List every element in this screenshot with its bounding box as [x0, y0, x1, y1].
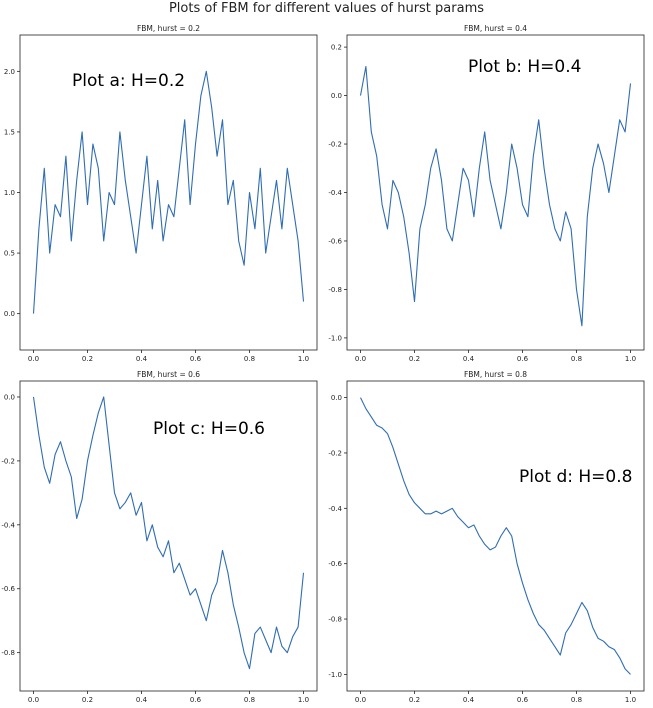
axes-frame	[346, 34, 645, 351]
x-tick-label: 0.0	[355, 696, 366, 704]
x-tick-label: 0.0	[355, 355, 366, 363]
series-line	[360, 397, 631, 675]
x-tick-label: 0.0	[28, 696, 39, 704]
axes-frame	[19, 380, 318, 692]
subplot-2: FBM, hurst = 0.4 0.0 0.2 0.4 0.6 0.8 1.0 -1.0 -0…	[328, 24, 645, 363]
figure-title: Plots of FBM for different values of hur…	[168, 1, 485, 16]
x-tick-label: 0.6	[190, 355, 202, 363]
x-tick-label: 0.8	[244, 696, 255, 704]
subplot-4: FBM, hurst = 0.8 0.0 0.2 0.4 0.6 0.8 1.0 -1.0 -0…	[328, 370, 645, 704]
x-tick-label: 0.8	[244, 355, 255, 363]
x-tick-label: 1.0	[298, 355, 309, 363]
x-tick-label: 0.6	[517, 355, 529, 363]
series-line	[32, 396, 305, 670]
y-tick-label: -0.4	[328, 505, 342, 513]
y-tick-label: -0.2	[1, 457, 15, 465]
x-tick-label: 0.4	[136, 696, 148, 704]
x-tick-label: 0.6	[190, 696, 202, 704]
plot-annotation: Plot a: H=0.2	[72, 71, 185, 91]
y-tick-label: 0.0	[331, 394, 342, 402]
y-tick-label: -0.6	[328, 560, 342, 568]
y-tick-label: -0.6	[1, 585, 15, 593]
series-line	[359, 65, 632, 327]
x-tick-label: 0.0	[28, 355, 39, 363]
y-tick-label: 0.0	[4, 393, 15, 401]
y-tick-label: -1.0	[328, 334, 342, 342]
x-tick-label: 0.6	[517, 696, 529, 704]
subplot-title: FBM, hurst = 0.2	[137, 24, 200, 33]
y-tick-label: -0.4	[1, 521, 15, 529]
plot-annotation: Plot c: H=0.6	[153, 419, 265, 439]
x-tick-label: 0.2	[409, 355, 420, 363]
plot-annotation: Plot d: H=0.8	[519, 467, 632, 487]
subplot-title: FBM, hurst = 0.8	[464, 370, 527, 379]
x-tick-label: 1.0	[298, 696, 309, 704]
x-tick-label: 0.2	[409, 696, 420, 704]
subplot-title: FBM, hurst = 0.6	[137, 370, 200, 379]
plot-annotation: Plot b: H=0.4	[468, 57, 581, 77]
y-tick-label: -0.4	[328, 189, 342, 197]
axes-frame	[19, 34, 318, 351]
x-tick-label: 0.4	[136, 355, 148, 363]
y-tick-label: 0.0	[4, 310, 15, 318]
y-tick-label: 0.2	[331, 44, 342, 52]
series-line	[32, 70, 305, 314]
x-tick-label: 0.2	[82, 355, 93, 363]
y-tick-label: -0.2	[328, 449, 342, 457]
y-tick-label: 2.0	[4, 68, 15, 76]
y-tick-label: 1.0	[4, 189, 15, 197]
y-tick-label: -0.8	[328, 616, 342, 624]
y-tick-label: 0.0	[331, 92, 342, 100]
y-tick-label: -0.8	[328, 286, 342, 294]
x-tick-label: 0.2	[82, 696, 93, 704]
y-tick-label: 0.5	[4, 250, 15, 258]
x-tick-label: 0.4	[463, 696, 475, 704]
x-tick-label: 0.4	[463, 355, 475, 363]
y-tick-label: 1.5	[4, 128, 15, 136]
y-tick-label: -0.8	[1, 649, 15, 657]
x-tick-label: 1.0	[625, 696, 636, 704]
y-tick-label: -1.0	[328, 671, 342, 679]
axes-frame	[346, 380, 645, 692]
subplot-1: FBM, hurst = 0.2 0.0 0.2 0.4 0.6 0.8 1.0 0.0 0.5…	[4, 24, 318, 363]
x-tick-label: 0.8	[571, 696, 582, 704]
y-tick-label: -0.2	[328, 141, 342, 149]
subplot-title: FBM, hurst = 0.4	[464, 24, 527, 33]
y-tick-label: -0.6	[328, 237, 342, 245]
x-tick-label: 0.8	[571, 355, 582, 363]
subplot-3: FBM, hurst = 0.6 0.0 0.2 0.4 0.6 0.8 1.0 -0.8 -0…	[1, 370, 318, 704]
x-tick-label: 1.0	[625, 355, 636, 363]
